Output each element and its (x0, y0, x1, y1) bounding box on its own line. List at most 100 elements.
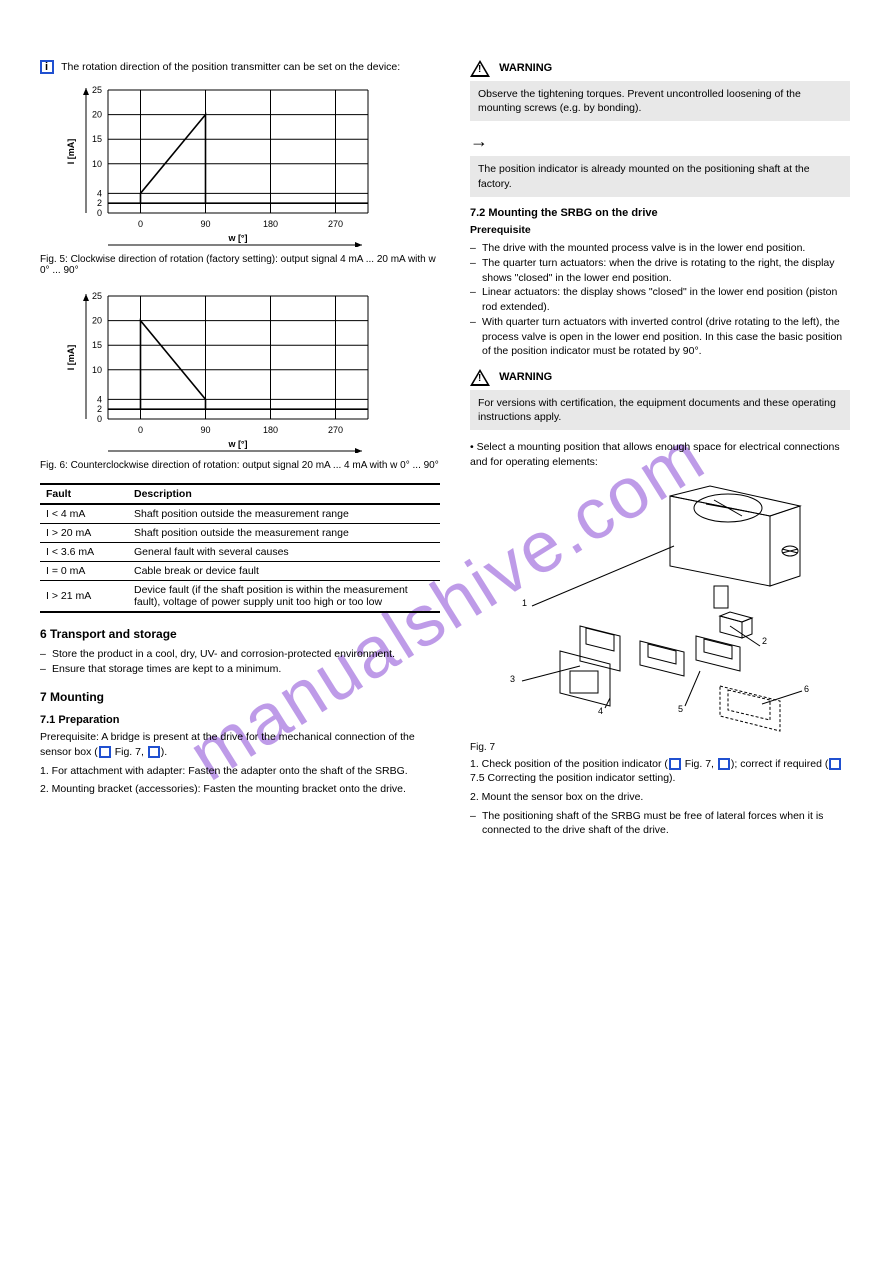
figure-7-caption: Fig. 7 (470, 742, 850, 753)
fault-col-header: Fault (40, 484, 128, 504)
arrow-icon: → (470, 131, 488, 152)
prereq-bullets: The drive with the mounted process valve… (470, 241, 850, 359)
svg-text:2: 2 (97, 404, 102, 414)
warning2-header: WARNING (470, 369, 850, 386)
svg-text:270: 270 (328, 219, 343, 229)
list-item: The quarter turn actuators: when the dri… (470, 256, 850, 285)
svg-text:I [mA]: I [mA] (66, 139, 76, 165)
figure-7: 1 2 3 4 5 6 (470, 476, 830, 736)
info-row: The rotation direction of the position t… (40, 60, 440, 74)
info-lead-text: The rotation direction of the position t… (61, 61, 400, 73)
svg-text:90: 90 (200, 219, 210, 229)
prerequisite-label: Prerequisite (470, 223, 850, 238)
prereq-tail: Fig. 7, (112, 746, 147, 758)
table-row: I < 4 mAShaft position outside the measu… (40, 504, 440, 524)
svg-text:2: 2 (97, 198, 102, 208)
section-6-title: 6 Transport and storage (40, 627, 440, 641)
step-1-right: 1. Check position of the position indica… (470, 757, 850, 786)
desc-cell: Shaft position outside the measurement r… (128, 524, 440, 543)
desc-cell: Device fault (if the shaft position is w… (128, 581, 440, 613)
arrow-ref-icon (669, 758, 681, 770)
arrow-ref-icon (99, 746, 111, 758)
list-item: The drive with the mounted process valve… (470, 241, 850, 256)
desc-cell: Shaft position outside the measurement r… (128, 504, 440, 524)
list-item: Linear actuators: the display shows "clo… (470, 285, 850, 314)
warning-icon (470, 60, 490, 77)
svg-text:0: 0 (138, 219, 143, 229)
warning2-note-box: For versions with certification, the equ… (470, 390, 850, 430)
step1-tail3: 7.5 Correcting the position indicator se… (470, 772, 675, 784)
svg-text:0: 0 (97, 208, 102, 218)
table-row: I > 20 mAShaft position outside the meas… (40, 524, 440, 543)
svg-text:180: 180 (263, 425, 278, 435)
warning-label: WARNING (499, 62, 552, 74)
callout-5: 5 (678, 704, 683, 714)
callout-6: 6 (804, 684, 809, 694)
warning-icon (470, 369, 490, 386)
fault-cell: I < 4 mA (40, 504, 128, 524)
svg-text:10: 10 (92, 365, 102, 375)
callout-3: 3 (510, 674, 515, 684)
arrow-ref-icon (829, 758, 841, 770)
svg-text:0: 0 (97, 414, 102, 424)
callout-4: 4 (598, 706, 603, 716)
svg-text:90: 90 (200, 425, 210, 435)
table-row: I = 0 mACable break or device fault (40, 562, 440, 581)
table-row: I < 3.6 mAGeneral fault with several cau… (40, 543, 440, 562)
callout-ref-icon (718, 758, 730, 770)
step-2-right: 2. Mount the sensor box on the drive. (470, 790, 850, 805)
fault-cell: I > 21 mA (40, 581, 128, 613)
svg-text:0: 0 (138, 425, 143, 435)
fault-cell: I = 0 mA (40, 562, 128, 581)
warning-header: WARNING (470, 60, 850, 77)
callout-2: 2 (762, 636, 767, 646)
step-1: 1. For attachment with adapter: Fasten t… (40, 764, 440, 779)
mounting-text: • Select a mounting position that allows… (470, 440, 850, 469)
list-item: The positioning shaft of the SRBG must b… (470, 809, 850, 838)
section-7-1-text: Prerequisite: A bridge is present at the… (40, 730, 440, 759)
warning2-label: WARNING (499, 371, 552, 383)
step-2: 2. Mounting bracket (accessories): Faste… (40, 782, 440, 797)
svg-text:15: 15 (92, 340, 102, 350)
desc-cell: Cable break or device fault (128, 562, 440, 581)
list-item: Store the product in a cool, dry, UV- an… (40, 647, 440, 662)
callout-ref-icon (148, 746, 160, 758)
fault-cell: I > 20 mA (40, 524, 128, 543)
left-column: The rotation direction of the position t… (40, 60, 440, 801)
section-7-title: 7 Mounting (40, 690, 440, 704)
svg-text:15: 15 (92, 134, 102, 144)
svg-text:25: 25 (92, 85, 102, 95)
list-item: With quarter turn actuators with inverte… (470, 315, 850, 359)
fault-table: Fault Description I < 4 mAShaft position… (40, 483, 440, 613)
desc-cell: General fault with several causes (128, 543, 440, 562)
step1-tail2: ); correct if required ( (731, 758, 828, 770)
list-item: Ensure that storage times are kept to a … (40, 662, 440, 677)
arrow-header: → (470, 131, 850, 152)
callout-1: 1 (522, 598, 527, 608)
svg-text:I [mA]: I [mA] (66, 345, 76, 371)
desc-col-header: Description (128, 484, 440, 504)
prereq-text-part: Prerequisite: A bridge is present at the… (40, 731, 415, 758)
warning-note-box: Observe the tightening torques. Prevent … (470, 81, 850, 121)
svg-text:25: 25 (92, 291, 102, 301)
svg-text:20: 20 (92, 110, 102, 120)
svg-text:4: 4 (97, 188, 102, 198)
chart-clockwise: 02410152025090180270I [mA]w [°] (60, 82, 440, 250)
chart1-caption: Fig. 5: Clockwise direction of rotation … (40, 254, 440, 276)
svg-text:w [°]: w [°] (227, 439, 247, 449)
svg-text:4: 4 (97, 394, 102, 404)
svg-text:180: 180 (263, 219, 278, 229)
info-icon (40, 60, 54, 74)
step1-tail: Fig. 7, (682, 758, 717, 770)
section-7-2-title: 7.2 Mounting the SRBG on the drive (470, 207, 850, 219)
chart-counterclockwise: 02410152025090180270I [mA]w [°] (60, 288, 440, 456)
section-7-1-title: 7.1 Preparation (40, 714, 440, 726)
step1-part: 1. Check position of the position indica… (470, 758, 668, 770)
chart1-svg: 02410152025090180270I [mA]w [°] (60, 82, 380, 247)
prereq-tail2: ). (161, 746, 167, 758)
svg-text:w [°]: w [°] (227, 233, 247, 243)
svg-text:10: 10 (92, 159, 102, 169)
step2-bullets: The positioning shaft of the SRBG must b… (470, 809, 850, 838)
svg-text:20: 20 (92, 316, 102, 326)
fault-cell: I < 3.6 mA (40, 543, 128, 562)
